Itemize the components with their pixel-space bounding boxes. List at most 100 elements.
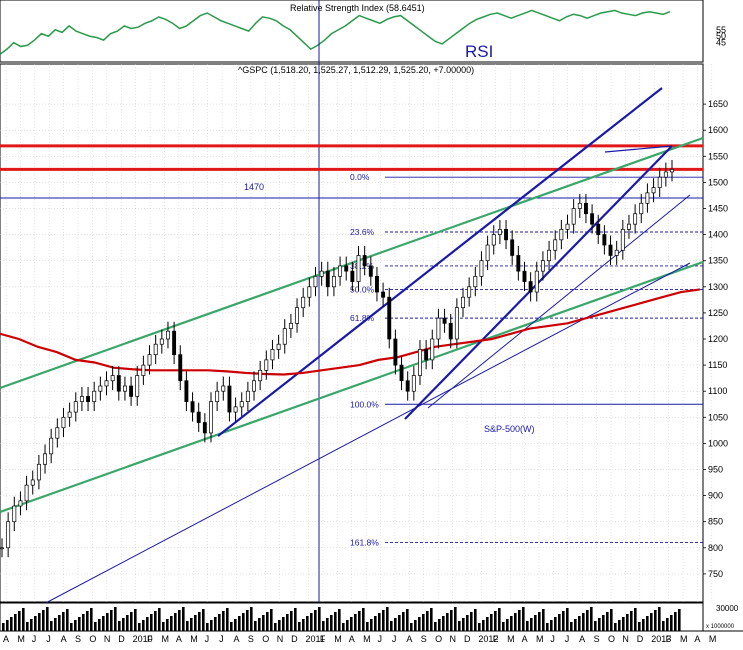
volume-bar	[394, 618, 397, 631]
volume-bar	[478, 623, 481, 631]
volume-bar	[362, 608, 365, 631]
price-candle	[411, 375, 416, 392]
volume-bar	[530, 618, 533, 631]
price-candle	[362, 255, 367, 267]
price-candle	[602, 234, 607, 246]
rsi-tick-label: 50	[716, 31, 726, 41]
price-candle	[79, 396, 84, 402]
volume-bar	[42, 610, 45, 631]
volume-bar	[2, 623, 5, 631]
x-tick-label: A	[61, 634, 67, 644]
volume-bar	[582, 613, 585, 631]
price-candle	[645, 192, 650, 204]
volume-bar	[566, 608, 569, 631]
volume-bar	[314, 610, 317, 631]
price-candle	[350, 270, 355, 282]
volume-bar	[674, 612, 677, 631]
price-candle	[442, 317, 447, 324]
volume-bar	[354, 614, 357, 631]
trend-line	[427, 194, 691, 409]
price-candle	[540, 260, 545, 272]
volume-bar	[294, 608, 297, 631]
trend-line	[604, 145, 673, 153]
x-tick-label: N	[104, 634, 111, 644]
price-candle	[141, 364, 146, 376]
volume-bar	[334, 612, 337, 631]
price-candle	[577, 202, 582, 209]
price-candle	[264, 359, 269, 371]
volume-bar	[22, 608, 25, 631]
x-tick-label: 2013	[651, 634, 671, 644]
volume-bar	[474, 609, 477, 631]
price-tick-label: 1200	[708, 334, 728, 344]
price-candle	[663, 171, 668, 178]
volume-bar	[590, 607, 593, 631]
volume-bar	[70, 623, 73, 631]
volume-bar	[302, 619, 305, 631]
price-candle	[467, 286, 472, 298]
volume-bar	[558, 614, 561, 631]
volume-bar	[386, 607, 389, 631]
volume-bar	[426, 611, 429, 631]
volume-bar	[666, 618, 669, 631]
x-tick-label: N	[277, 634, 284, 644]
volume-bar	[214, 617, 217, 631]
price-candle	[405, 380, 410, 392]
x-tick-label: D	[291, 634, 298, 644]
volume-bar	[550, 620, 553, 631]
volume-bar	[270, 609, 273, 631]
price-candle	[399, 364, 404, 382]
price-tick-label: 1250	[708, 308, 728, 318]
price-candle	[104, 380, 109, 387]
volume-bar	[234, 619, 237, 631]
volume-bar	[110, 610, 113, 631]
price-candle	[12, 505, 17, 523]
volume-bar	[418, 617, 421, 631]
horizontal-level-label: 1470	[244, 182, 264, 192]
price-candle	[381, 291, 386, 298]
price-candle	[590, 213, 595, 225]
volume-bar	[102, 616, 105, 631]
price-candle	[387, 296, 392, 340]
volume-bar	[338, 609, 341, 631]
price-tick-label: 1500	[708, 177, 728, 187]
price-candle	[129, 385, 134, 397]
price-tick-label: 750	[708, 569, 723, 579]
moving-average-line	[0, 288, 701, 376]
volume-bar	[370, 619, 373, 631]
x-tick-label: S	[75, 634, 81, 644]
price-candle	[209, 401, 213, 434]
volume-bar	[10, 617, 13, 631]
volume-bar	[242, 613, 245, 631]
price-candle	[627, 223, 631, 230]
price-candle	[485, 244, 490, 262]
price-candle	[633, 213, 638, 225]
volume-bar	[366, 622, 369, 631]
volume-bar	[310, 613, 313, 631]
volume-bar	[54, 618, 57, 631]
price-candle	[461, 296, 465, 309]
volume-bar	[326, 618, 329, 631]
volume-bar	[638, 622, 641, 631]
volume-bar	[74, 620, 77, 631]
volume-bar	[642, 619, 645, 631]
volume-bar	[382, 610, 385, 631]
volume-bar	[194, 615, 197, 631]
volume-bar	[262, 615, 265, 631]
volume-bar	[534, 615, 537, 631]
price-candle	[307, 286, 312, 298]
volume-bar	[258, 618, 261, 631]
price-candle	[18, 500, 23, 507]
price-candle	[67, 411, 72, 418]
price-tick-label: 800	[708, 543, 723, 553]
volume-bar	[226, 608, 229, 631]
volume-bar	[126, 615, 129, 631]
volume-bar	[118, 621, 121, 631]
volume-bar	[250, 607, 253, 631]
price-tick-label: 1350	[708, 256, 728, 266]
x-tick-label: O	[608, 634, 615, 644]
volume-bar	[438, 619, 441, 631]
x-tick-label: M	[334, 634, 342, 644]
volume-bar	[90, 608, 93, 631]
price-candle	[516, 255, 521, 272]
